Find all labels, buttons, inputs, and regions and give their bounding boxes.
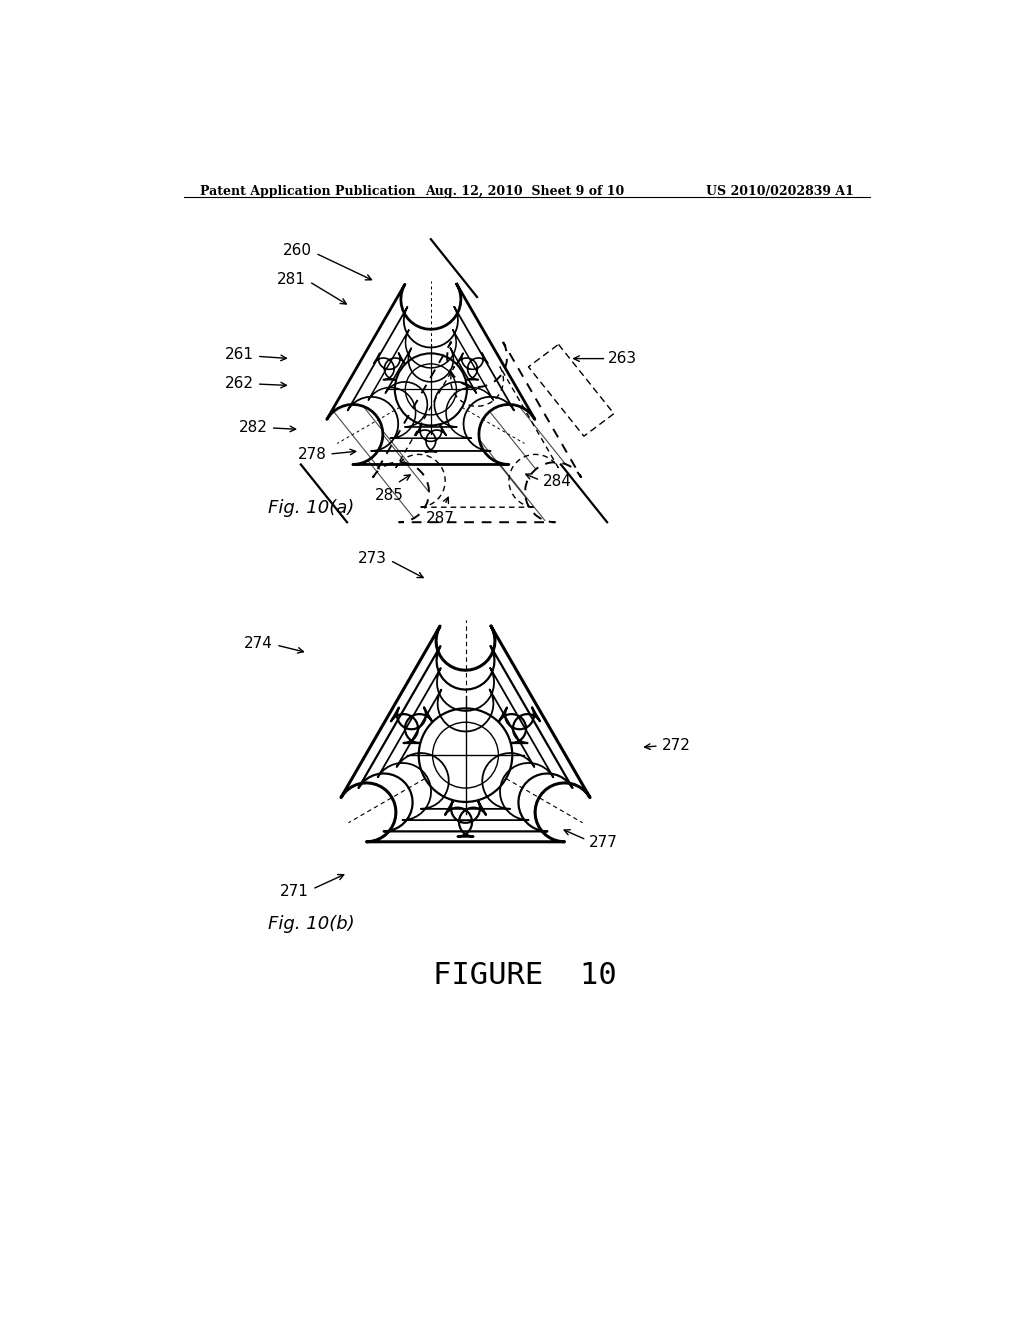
Text: 277: 277 (589, 834, 617, 850)
Text: 285: 285 (375, 488, 403, 503)
Text: 287: 287 (426, 511, 455, 527)
Text: Aug. 12, 2010  Sheet 9 of 10: Aug. 12, 2010 Sheet 9 of 10 (425, 185, 625, 198)
Text: 273: 273 (358, 552, 387, 566)
Text: 261: 261 (224, 347, 254, 362)
Text: 278: 278 (298, 447, 327, 462)
Text: 262: 262 (224, 376, 254, 391)
Text: 260: 260 (283, 243, 311, 259)
Text: Fig. 10(b): Fig. 10(b) (267, 915, 354, 932)
Text: FIGURE  10: FIGURE 10 (433, 961, 616, 990)
Text: 272: 272 (662, 738, 691, 752)
Text: Fig. 10(a): Fig. 10(a) (267, 499, 354, 516)
Text: US 2010/0202839 A1: US 2010/0202839 A1 (707, 185, 854, 198)
Text: 263: 263 (608, 351, 637, 366)
Text: 282: 282 (239, 420, 267, 436)
Text: 281: 281 (278, 272, 306, 286)
Text: 284: 284 (543, 474, 571, 490)
Text: 274: 274 (244, 636, 273, 651)
Text: Patent Application Publication: Patent Application Publication (200, 185, 416, 198)
Text: 271: 271 (281, 884, 309, 899)
